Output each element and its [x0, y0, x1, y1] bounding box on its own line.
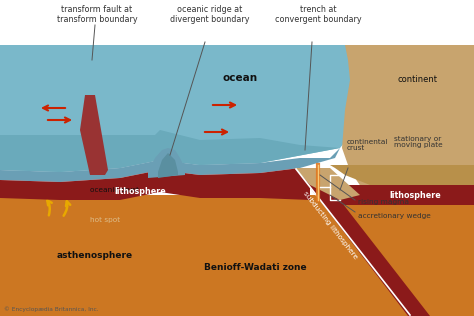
Text: continent: continent: [398, 76, 438, 84]
Text: asthenosphere: asthenosphere: [57, 251, 133, 259]
Text: Benioff-Wadati zone: Benioff-Wadati zone: [204, 264, 306, 272]
Polygon shape: [295, 168, 360, 200]
Text: continental
crust: continental crust: [347, 138, 389, 151]
Text: hot spot: hot spot: [90, 217, 120, 223]
Polygon shape: [340, 185, 474, 205]
Polygon shape: [148, 148, 185, 178]
Text: rising magma: rising magma: [358, 199, 409, 205]
Text: subducting lithosphere: subducting lithosphere: [302, 190, 358, 260]
Polygon shape: [0, 168, 310, 200]
Text: accretionary wedge: accretionary wedge: [358, 213, 431, 219]
Polygon shape: [0, 130, 340, 172]
Text: oceanic ridge at
divergent boundary: oceanic ridge at divergent boundary: [170, 5, 250, 24]
Text: © Encyclopædia Britannica, Inc.: © Encyclopædia Britannica, Inc.: [4, 306, 99, 312]
Text: stationary or
moving plate: stationary or moving plate: [394, 136, 442, 149]
Text: oceanic crust: oceanic crust: [91, 187, 139, 193]
Polygon shape: [0, 195, 474, 316]
Polygon shape: [342, 45, 474, 200]
Polygon shape: [0, 148, 340, 182]
Text: trench at
convergent boundary: trench at convergent boundary: [275, 5, 361, 24]
Polygon shape: [295, 168, 430, 316]
Polygon shape: [80, 95, 108, 175]
Polygon shape: [158, 153, 178, 178]
Text: lithosphere: lithosphere: [389, 191, 441, 200]
Polygon shape: [330, 165, 474, 185]
Polygon shape: [0, 45, 360, 172]
Text: ocean: ocean: [222, 73, 257, 83]
Text: lithosphere: lithosphere: [114, 187, 166, 197]
Text: transform fault at
transform boundary: transform fault at transform boundary: [57, 5, 137, 24]
